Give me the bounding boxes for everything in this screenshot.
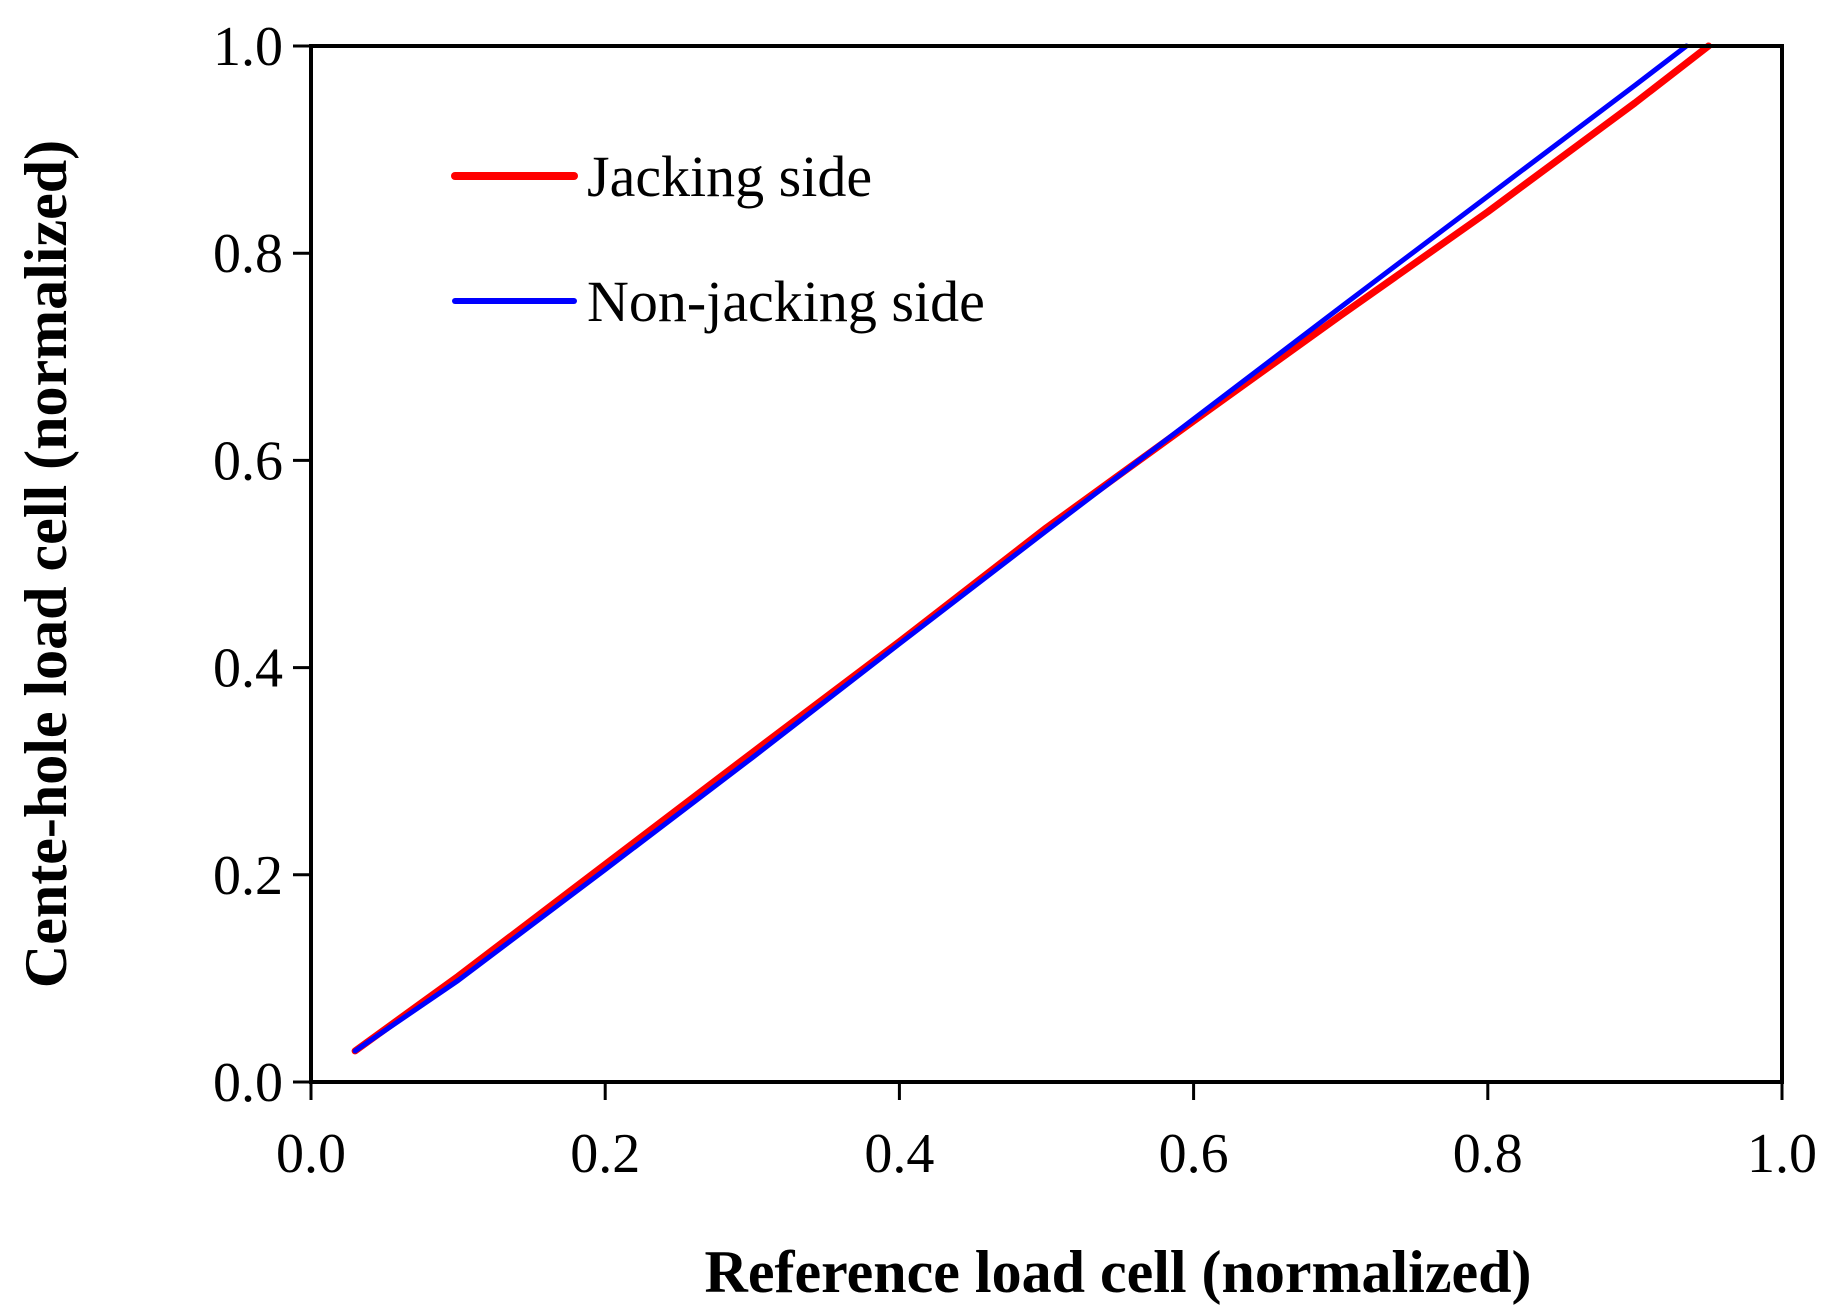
- x-tick-label: 1.0: [1747, 1123, 1817, 1185]
- x-tick-label: 0.0: [276, 1123, 346, 1185]
- legend-label: Jacking side: [587, 144, 872, 209]
- y-tick-label: 1.0: [213, 16, 283, 78]
- y-tick-label: 0.8: [213, 223, 283, 285]
- y-tick-label: 0.4: [213, 638, 283, 700]
- y-tick-label: 0.0: [213, 1052, 283, 1114]
- axis-layer: 0.0 0.2 0.4 0.6 0.8 1.0 0.0 0.2 0.4 0.6 0.8 1.0: [213, 16, 1817, 1185]
- x-tick-label: 0.4: [864, 1123, 934, 1185]
- series-layer: [351, 42, 1712, 1055]
- series-line-non-jacking-side: [352, 43, 1689, 1054]
- x-axis-title: Reference load cell (normalized): [705, 1239, 1532, 1305]
- x-tick-label: 0.8: [1453, 1123, 1523, 1185]
- plot-frame: [309, 44, 1784, 1084]
- legend: Jacking side Non-jacking side: [451, 144, 985, 334]
- y-axis-title: Cente-hole load cell (normalized): [13, 140, 79, 988]
- legend-label: Non-jacking side: [587, 269, 985, 334]
- x-tick-label: 0.2: [570, 1123, 640, 1185]
- y-tick-label: 0.2: [213, 845, 283, 907]
- x-tick-label: 0.6: [1159, 1123, 1229, 1185]
- y-tick-label: 0.6: [213, 430, 283, 492]
